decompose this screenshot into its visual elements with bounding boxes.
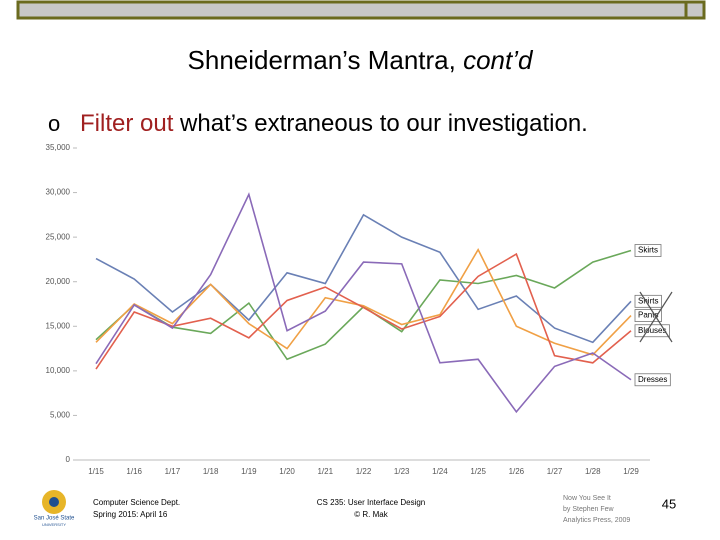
x-tick-label: 1/15 (88, 467, 104, 476)
x-tick-label: 1/24 (432, 467, 448, 476)
x-tick-label: 1/29 (623, 467, 639, 476)
logo-text: UNIVERSITY (42, 522, 66, 527)
x-tick-label: 1/28 (585, 467, 601, 476)
strike (639, 291, 673, 343)
x-tick-label: 1/27 (547, 467, 563, 476)
footer-source: by Stephen Few (563, 506, 615, 513)
series-label: Blouses (634, 324, 670, 338)
x-tick-label: 1/21 (317, 467, 333, 476)
y-tick-label: 0 (66, 455, 71, 464)
x-tick-label: 1/25 (470, 467, 486, 476)
y-tick-label: 20,000 (46, 277, 71, 286)
footer-source: Analytics Press, 2009 (563, 517, 630, 524)
bullet-rest: what’s extraneous to our investigation. (173, 110, 587, 137)
y-tick-label: 10,000 (46, 366, 71, 375)
footer-center: © R. Mak (354, 510, 388, 519)
series-label-box (634, 373, 671, 387)
x-tick-label: 1/23 (394, 467, 410, 476)
chart: 0 5,000 10,000 15,000 20,000 25,000 30,000 35,0… (46, 143, 671, 476)
y-tick-label: 35,000 (46, 143, 71, 152)
slide-title: Shneiderman’s Mantra, cont’d (188, 45, 534, 75)
footer-center: CS 235: User Interface Design (317, 498, 426, 507)
footer-left: Spring 2015: April 16 (93, 510, 168, 519)
logo-emblem (49, 497, 59, 507)
title-italic: cont’d (463, 45, 534, 75)
x-tick-label: 1/20 (279, 467, 295, 476)
legend-entry: Shirts (638, 296, 658, 305)
x-tick-label: 1/17 (165, 467, 181, 476)
series-line (95, 192, 632, 414)
page-number: 45 (662, 496, 676, 511)
x-tick-label: 1/22 (356, 467, 372, 476)
x-tick-label: 1/18 (203, 467, 219, 476)
series-label-box (634, 294, 662, 308)
series-line (95, 213, 632, 344)
logo-text: San José State (34, 516, 75, 522)
title-main: Shneiderman’s Mantra, (188, 45, 464, 75)
legend-entry: Pants (638, 311, 658, 320)
strike-x (639, 291, 673, 343)
legend-entry: Skirts (638, 246, 658, 255)
y-tick-label: 30,000 (46, 188, 71, 197)
footer-source: Now You See It (563, 495, 611, 502)
x-tick-label: 1/26 (509, 467, 525, 476)
footer-left: Computer Science Dept. (93, 498, 180, 507)
logo: San José State UNIVERSITY (34, 490, 75, 527)
y-tick-label: 25,000 (46, 232, 71, 241)
x-tick-label: 1/19 (241, 467, 257, 476)
series-label: Dresses (634, 373, 671, 387)
bullet-marker: o (48, 111, 60, 136)
series-label: Skirts (634, 244, 662, 257)
top-bar-box (684, 0, 706, 20)
series-label: Shirts (634, 294, 662, 308)
bullet-highlight: Filter out (80, 110, 174, 137)
series-line (95, 252, 632, 370)
x-tick-label: 1/16 (126, 467, 142, 476)
legend-entry: Dresses (638, 375, 667, 384)
y-tick-label: 5,000 (50, 411, 71, 420)
series-label-box (634, 324, 670, 338)
bullet-text: Filter out what’s extraneous to our inve… (80, 110, 588, 137)
top-bar (16, 0, 706, 20)
legend-entry: Blouses (638, 326, 666, 335)
y-tick-label: 15,000 (46, 321, 71, 330)
series-label-box (634, 244, 662, 257)
